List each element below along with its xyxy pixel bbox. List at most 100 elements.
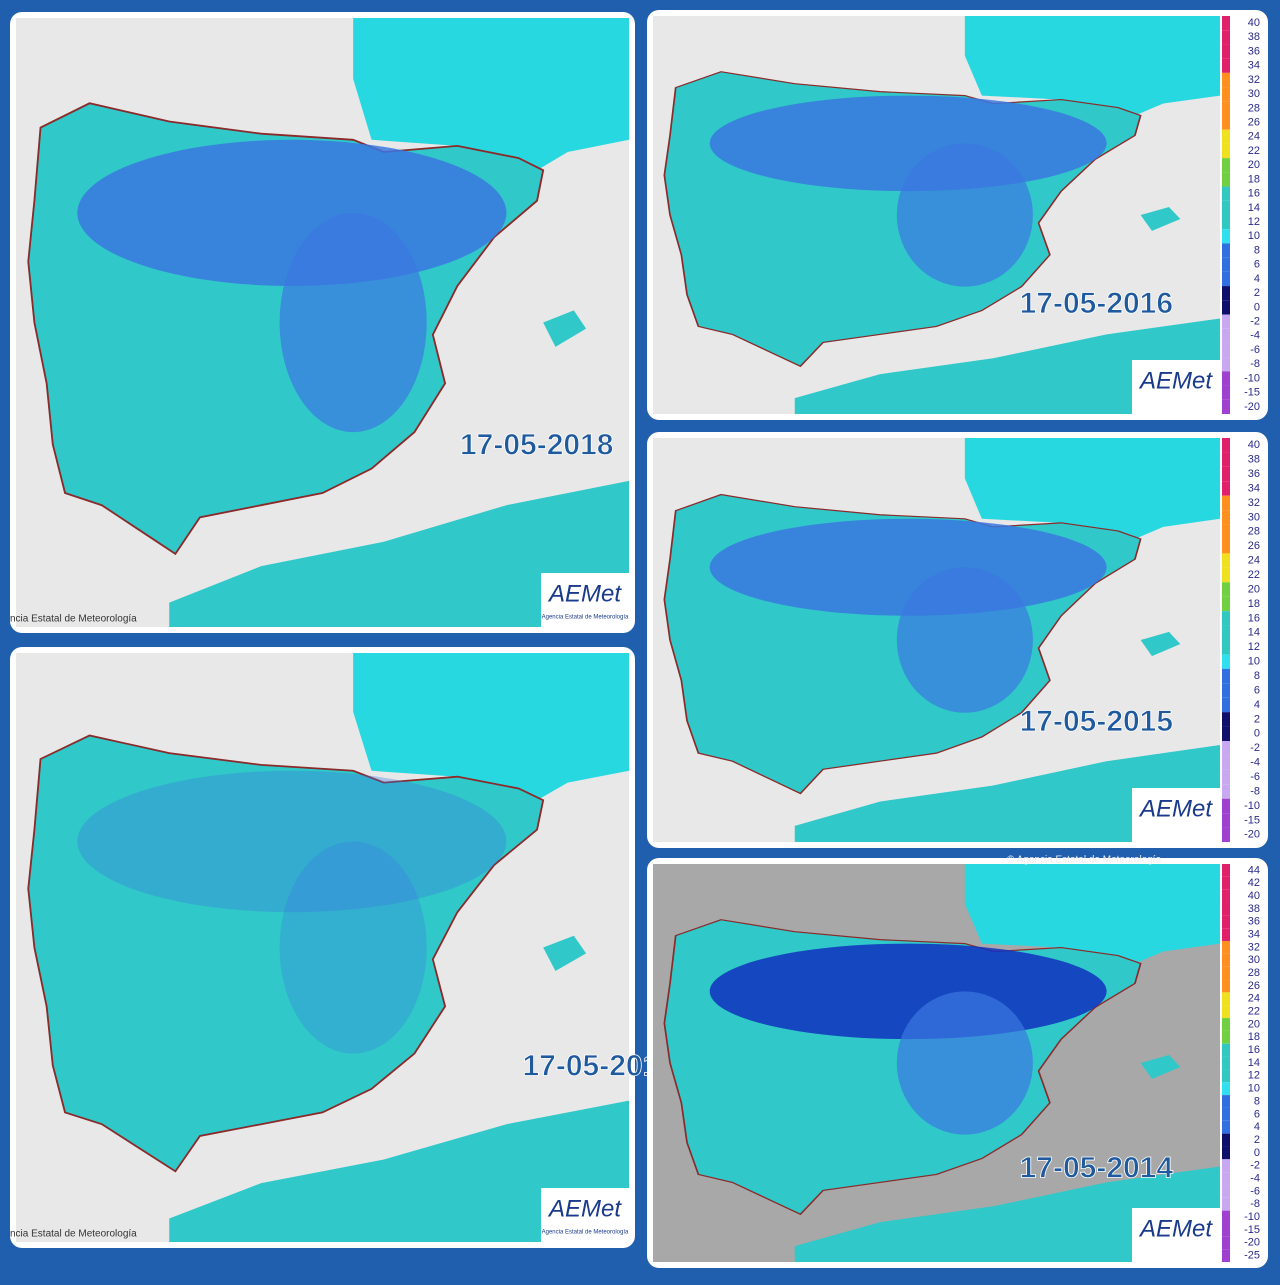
- legend-label: 20: [1248, 159, 1260, 171]
- legend-swatch: [1222, 966, 1230, 980]
- legend-label: 8: [1254, 244, 1260, 256]
- legend-swatch: [1222, 1184, 1230, 1198]
- logo: AEMet: [1138, 367, 1213, 394]
- africa: [794, 318, 1220, 414]
- legend-label: 36: [1248, 45, 1260, 57]
- france: [964, 864, 1220, 964]
- legend-label: 30: [1248, 88, 1260, 100]
- legend-swatch: [1222, 1236, 1230, 1250]
- legend-label: 24: [1248, 993, 1260, 1005]
- legend-swatch: [1222, 438, 1230, 453]
- legend-label: 14: [1248, 202, 1260, 214]
- legend-swatch: [1222, 876, 1230, 890]
- legend-swatch: [1222, 611, 1230, 626]
- legend-label: 10: [1248, 1083, 1260, 1095]
- legend-swatch: [1222, 271, 1230, 287]
- map-panel: 17-05-2018 AEMet Agencia Estatal de Meteor…: [10, 12, 635, 633]
- africa: [169, 480, 629, 627]
- legend-label: 22: [1248, 1006, 1260, 1018]
- legend-label: 40: [1248, 890, 1260, 902]
- legend-swatch: [1222, 200, 1230, 215]
- legend-label: -4: [1250, 1172, 1260, 1184]
- date-label: 17-05-2014: [1020, 1152, 1174, 1185]
- legend-swatch: [1222, 1056, 1230, 1070]
- cold-area: [279, 841, 427, 1054]
- france: [353, 653, 629, 801]
- legend-label: 26: [1248, 980, 1260, 992]
- africa: [169, 1100, 629, 1242]
- legend-label: 22: [1248, 145, 1260, 157]
- date-label: 17-05-2018: [460, 429, 613, 462]
- logo-box: [541, 573, 629, 627]
- date-label: 17-05-2015: [1020, 705, 1173, 738]
- legend-swatch: [1222, 683, 1230, 698]
- legend-label: -6: [1250, 344, 1260, 356]
- legend-swatch: [1222, 186, 1230, 201]
- legend-swatch: [1222, 481, 1230, 496]
- legend-swatch: [1222, 915, 1230, 929]
- balearic-islands: [1140, 207, 1181, 231]
- legend-swatch: [1222, 582, 1230, 597]
- logo: AEMet: [1138, 795, 1213, 822]
- iberia: [27, 734, 545, 1173]
- legend-swatch: [1222, 385, 1230, 400]
- legend-swatch: [1222, 158, 1230, 173]
- legend-label: 40: [1248, 17, 1260, 29]
- africa: [794, 745, 1220, 842]
- legend-label: 4: [1254, 1121, 1260, 1133]
- legend-label: 44: [1248, 864, 1260, 876]
- legend-label: -10: [1244, 372, 1260, 384]
- legend-label: 20: [1248, 583, 1260, 595]
- legend-swatch: [1222, 992, 1230, 1006]
- legend-swatch: [1222, 1197, 1230, 1211]
- legend-swatch: [1222, 654, 1230, 669]
- legend-swatch: [1222, 215, 1230, 230]
- logo-box: [1132, 360, 1220, 414]
- legend-label: 34: [1248, 929, 1260, 941]
- legend-label: 0: [1254, 301, 1260, 313]
- france: [964, 438, 1220, 539]
- legend-label: 12: [1248, 641, 1260, 653]
- legend-swatch: [1222, 625, 1230, 640]
- legend-swatch: [1222, 300, 1230, 315]
- legend-swatch: [1222, 172, 1230, 187]
- legend-label: 20: [1248, 1018, 1260, 1030]
- legend-label: 32: [1248, 74, 1260, 86]
- legend-label: 8: [1254, 1095, 1260, 1107]
- legend-swatch: [1222, 741, 1230, 756]
- legend-swatch: [1222, 115, 1230, 130]
- cold-area: [896, 143, 1033, 287]
- legend-swatch: [1222, 1095, 1230, 1108]
- legend-label: 32: [1248, 497, 1260, 509]
- legend-swatch: [1222, 640, 1230, 655]
- cold-area: [77, 770, 507, 913]
- legend-label: 34: [1248, 482, 1260, 494]
- legend-label: -2: [1250, 1160, 1260, 1172]
- legend-label: 10: [1248, 230, 1260, 242]
- legend-swatch: [1222, 979, 1230, 993]
- france: [964, 16, 1220, 116]
- logo-subtitle: Agencia Estatal de Meteorología: [542, 615, 629, 621]
- legend-swatch: [1222, 243, 1230, 258]
- legend-label: -6: [1250, 771, 1260, 783]
- legend-swatch: [1222, 889, 1230, 903]
- map-panel: 17-05-2016AEMet4038363432302826242220181…: [647, 10, 1268, 420]
- legend-swatch: [1222, 941, 1230, 954]
- legend-swatch: [1222, 371, 1230, 386]
- legend-swatch: [1222, 257, 1230, 272]
- date-label: 17-05-2016: [1020, 287, 1173, 320]
- legend-swatch: [1222, 1107, 1230, 1121]
- legend-label: 6: [1254, 684, 1260, 696]
- legend-swatch: [1222, 72, 1230, 88]
- legend-label: 36: [1248, 916, 1260, 928]
- legend-swatch: [1222, 1159, 1230, 1173]
- legend-swatch: [1222, 286, 1230, 301]
- balearic-islands: [1140, 1055, 1181, 1079]
- legend-label: -8: [1250, 1198, 1260, 1210]
- legend-swatch: [1222, 712, 1230, 727]
- legend-swatch: [1222, 798, 1230, 814]
- legend-swatch: [1222, 1146, 1230, 1160]
- legend-swatch: [1222, 1043, 1230, 1057]
